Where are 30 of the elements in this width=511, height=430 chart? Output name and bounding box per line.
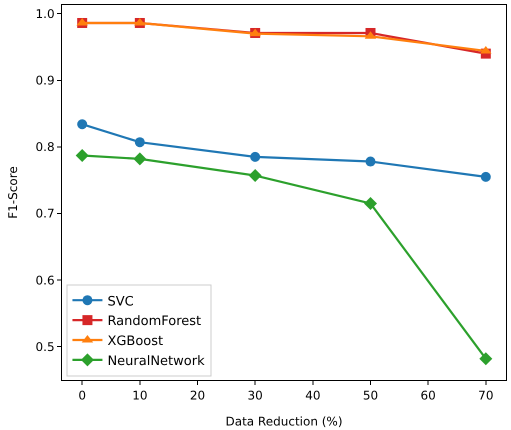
legend-label: XGBoost bbox=[107, 334, 164, 350]
y-tick-label: 0.8 bbox=[36, 140, 55, 154]
point bbox=[250, 152, 260, 162]
x-tick-label: 10 bbox=[132, 388, 148, 402]
point bbox=[479, 352, 492, 366]
x-tick-label: 70 bbox=[478, 388, 494, 402]
point bbox=[133, 152, 146, 166]
legend-label: RandomForest bbox=[107, 314, 202, 330]
legend-label: NeuralNetwork bbox=[107, 354, 206, 369]
point bbox=[76, 149, 89, 162]
x-tick-label: 30 bbox=[248, 388, 263, 402]
x-tick-label: 60 bbox=[420, 388, 436, 402]
y-tick-label: 0.6 bbox=[36, 273, 55, 288]
x-tick-label: 50 bbox=[362, 388, 378, 402]
y-axis-title: F1-Score bbox=[6, 166, 20, 219]
x-axis-title: Data Reduction (%) bbox=[225, 414, 343, 428]
x-tick-label: 20 bbox=[190, 388, 206, 402]
point bbox=[365, 156, 376, 167]
legend-label: SVC bbox=[107, 294, 134, 310]
y-tick-label: 0.5 bbox=[36, 340, 55, 354]
point bbox=[134, 137, 145, 148]
point bbox=[480, 172, 491, 182]
y-tick-label: 1.0 bbox=[36, 6, 55, 21]
x-tick-label: 0 bbox=[78, 388, 86, 402]
x-tick-label: 40 bbox=[305, 388, 320, 402]
point bbox=[364, 196, 377, 210]
point bbox=[248, 169, 262, 182]
point bbox=[77, 119, 88, 130]
y-tick-label: 0.9 bbox=[36, 73, 55, 88]
y-tick-label: 0.7 bbox=[36, 206, 55, 221]
